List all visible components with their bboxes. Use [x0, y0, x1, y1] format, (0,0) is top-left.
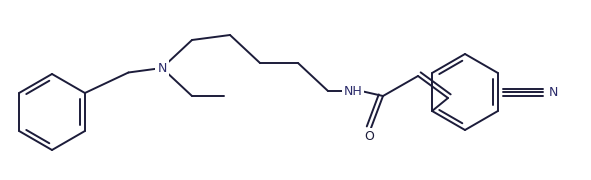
Text: N: N — [548, 86, 558, 98]
Text: O: O — [364, 129, 374, 143]
Text: N: N — [157, 62, 167, 75]
Text: NH: NH — [343, 84, 362, 98]
